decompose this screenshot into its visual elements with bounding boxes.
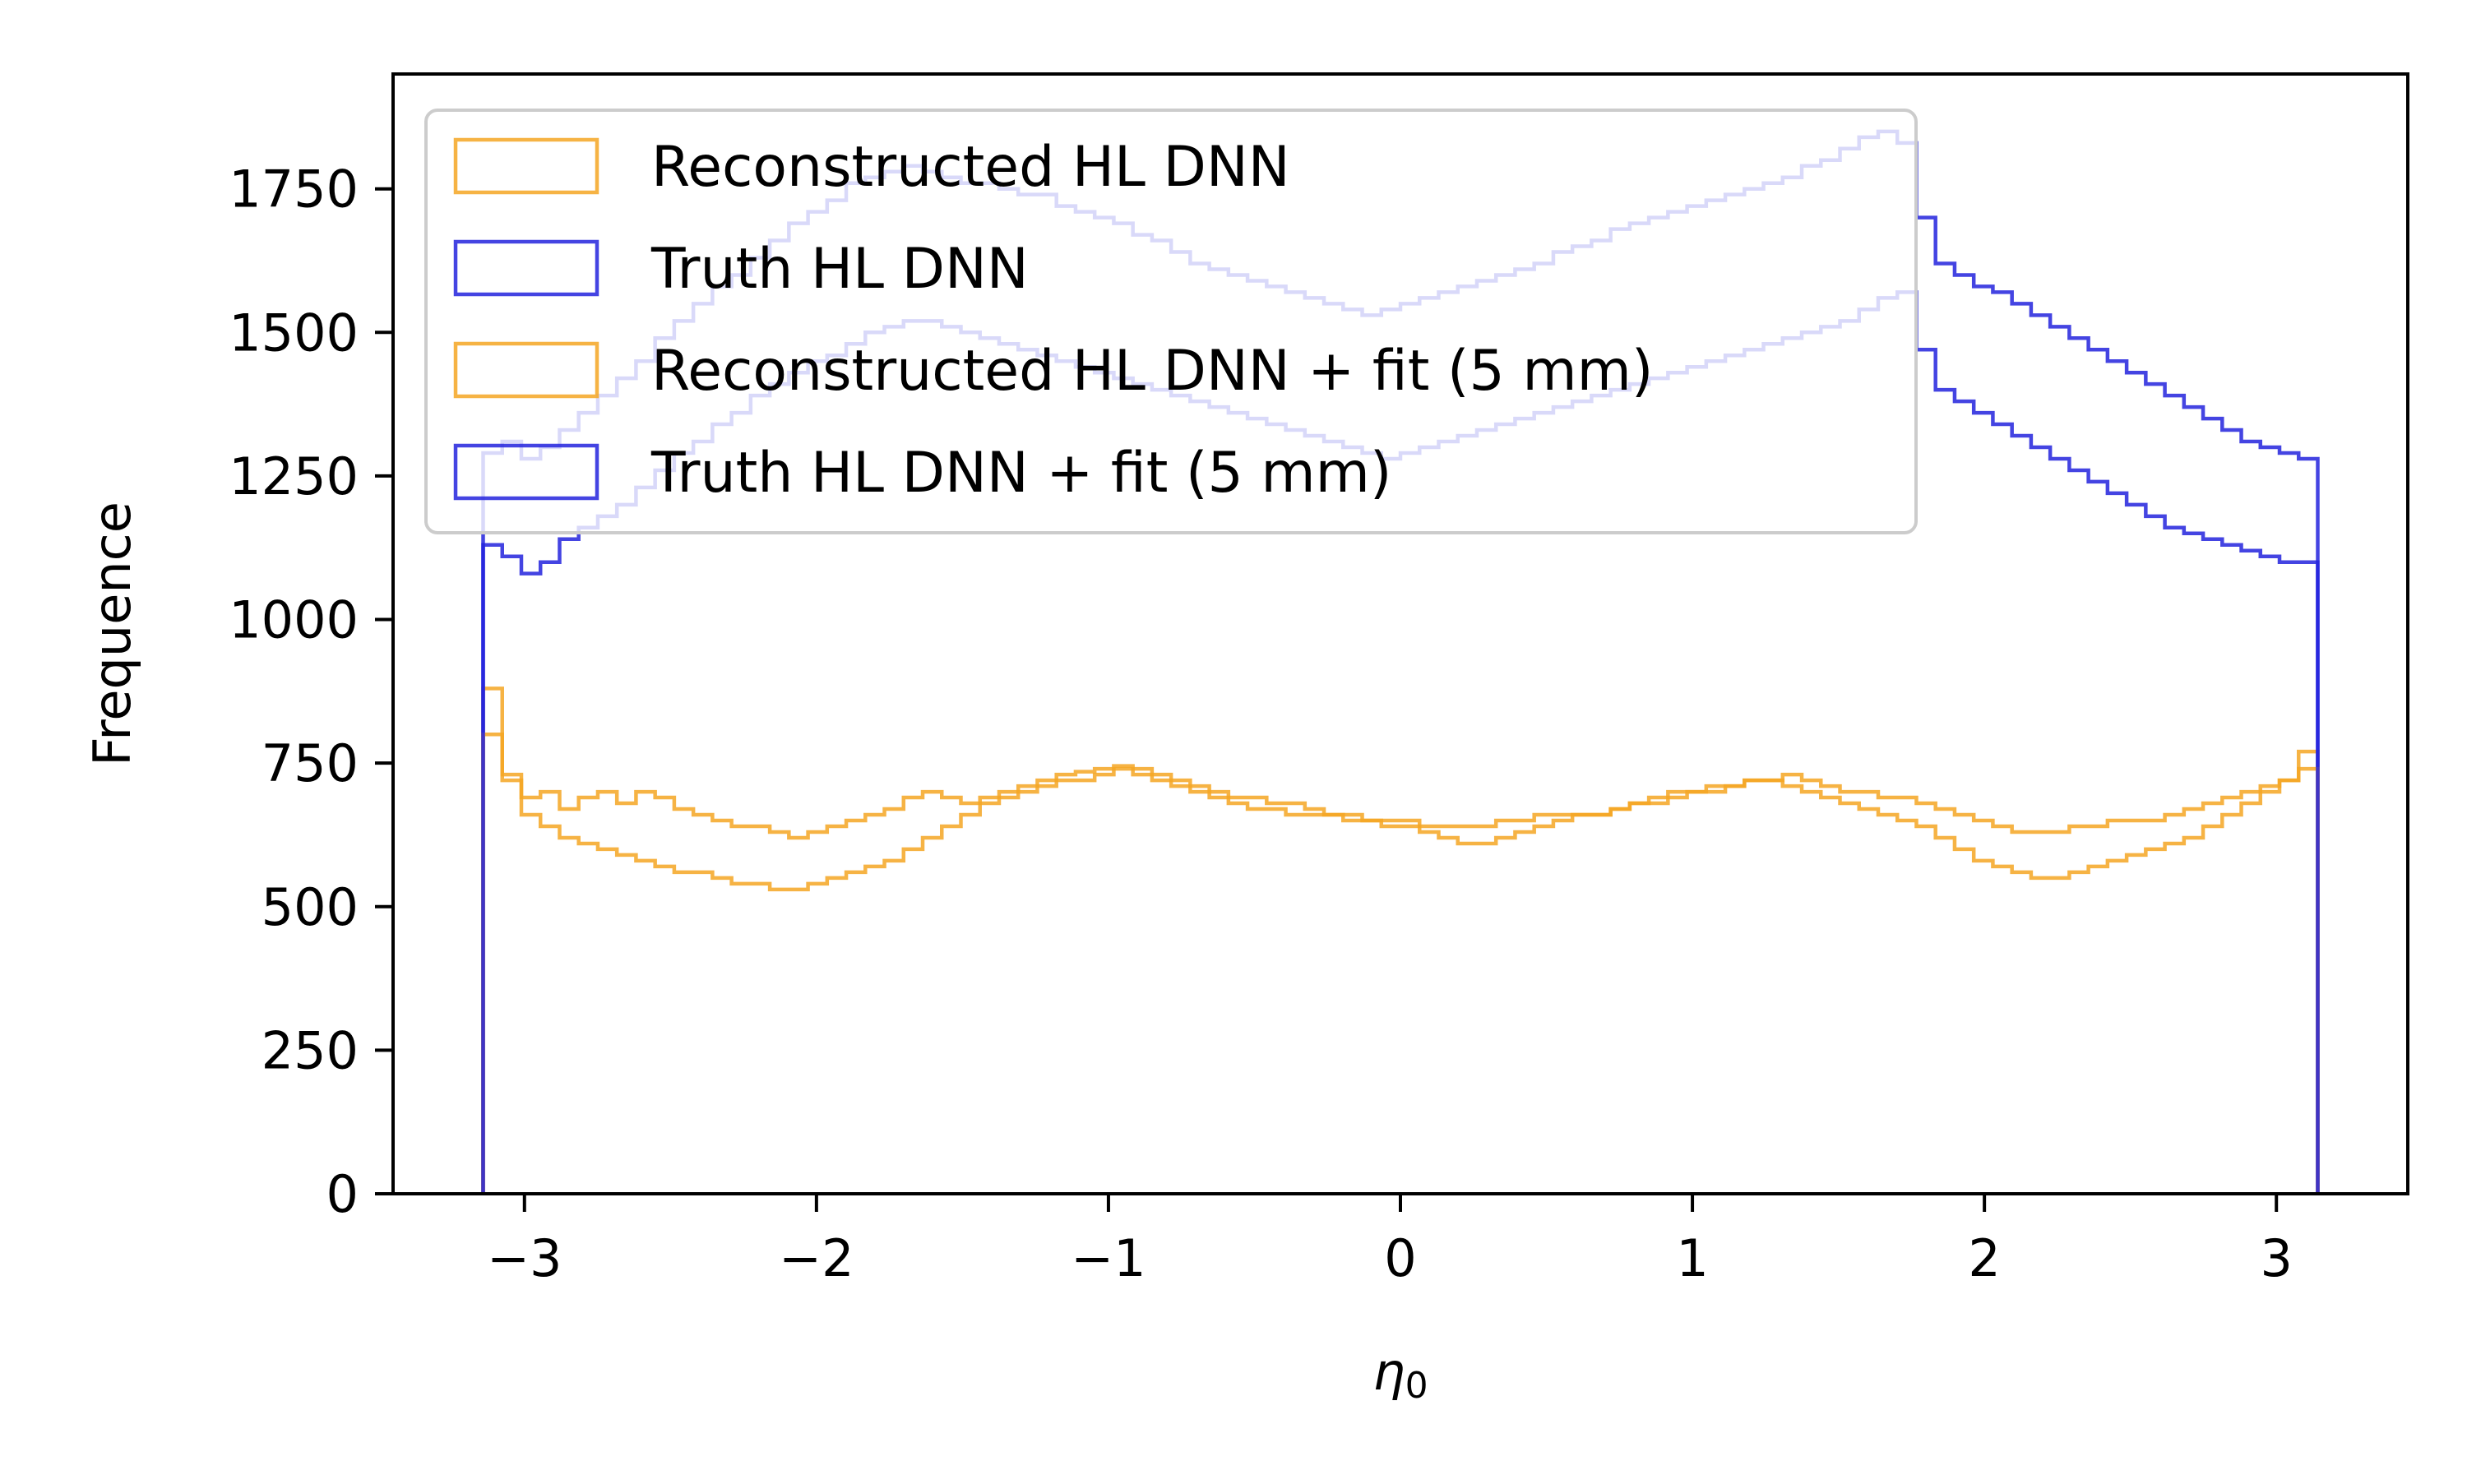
y-tick-label: 0 (326, 1164, 359, 1224)
legend-swatch (453, 137, 599, 195)
x-tick-label: 3 (2260, 1228, 2292, 1288)
legend-label: Truth HL DNN + fit (5 mm) (650, 441, 1391, 506)
y-axis-label: Frequence (82, 502, 142, 766)
legend: Reconstructed HL DNN Truth HL DNN Reconstr… (424, 109, 1918, 534)
x-tick-label: 0 (1384, 1228, 1416, 1288)
x-tick-label: −3 (487, 1228, 562, 1288)
y-tick-label: 250 (262, 1020, 359, 1080)
legend-label: Reconstructed HL DNN (651, 135, 1290, 200)
x-axis-subscript: 0 (1405, 1365, 1428, 1407)
legend-swatch (453, 443, 599, 501)
legend-box (424, 109, 1918, 534)
legend-swatch (453, 239, 599, 297)
y-tick-label: 1250 (229, 446, 359, 506)
y-tick-label: 1000 (229, 590, 359, 650)
y-tick-label: 750 (262, 733, 359, 793)
legend-label: Reconstructed HL DNN + fit (5 mm) (651, 339, 1653, 404)
x-axis-label: η0 (1372, 1342, 1428, 1407)
x-tick-label: 1 (1676, 1228, 1708, 1288)
y-axis: 0 250 500 750 1000 1250 1500 1750 (229, 159, 393, 1224)
x-axis: −3 −2 −1 0 1 2 3 (487, 1194, 2293, 1288)
histogram-series-3 (481, 732, 2320, 1194)
legend-swatch (453, 341, 599, 399)
legend-label: Truth HL DNN (650, 237, 1029, 302)
x-tick-label: −1 (1071, 1228, 1146, 1288)
y-tick-label: 1500 (229, 303, 359, 363)
y-tick-label: 500 (262, 877, 359, 937)
histogram-series-1 (481, 687, 2320, 1194)
x-tick-label: −2 (779, 1228, 854, 1288)
x-axis-symbol: η (1372, 1342, 1405, 1402)
x-tick-label: 2 (1968, 1228, 2000, 1288)
y-tick-label: 1750 (229, 159, 359, 220)
